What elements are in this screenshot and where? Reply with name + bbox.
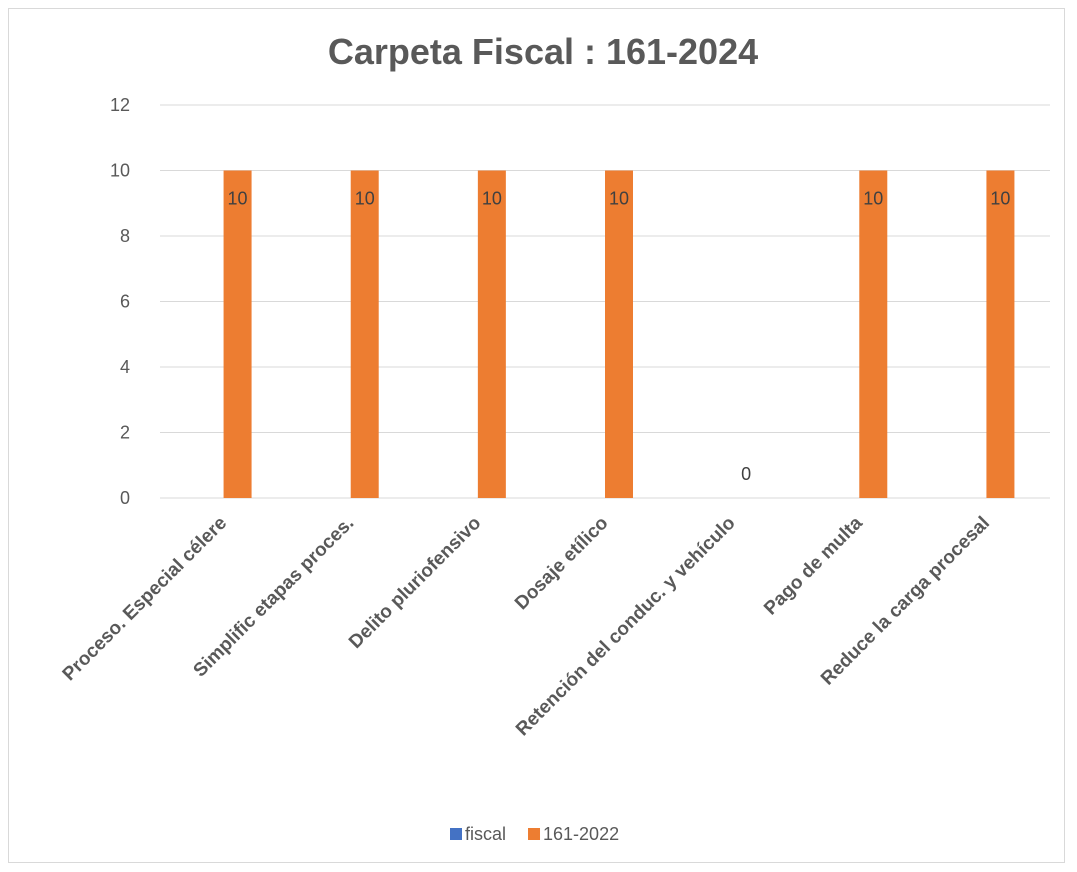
data-label: 10 — [355, 189, 375, 209]
data-label: 10 — [482, 189, 502, 209]
data-label: 10 — [609, 189, 629, 209]
bars — [223, 170, 1015, 498]
data-label: 10 — [863, 189, 883, 209]
bar-161-2022 — [605, 170, 633, 498]
bar-161-2022 — [223, 170, 252, 498]
y-tick-label: 0 — [120, 488, 130, 508]
legend-label: fiscal — [465, 824, 506, 844]
y-tick-label: 8 — [120, 226, 130, 246]
y-tick-label: 6 — [120, 292, 130, 312]
x-category-label: Retención del conduc. y vehículo — [512, 513, 740, 741]
chart-frame — [8, 8, 1065, 863]
y-tick-label: 4 — [120, 357, 130, 377]
x-category-label: Pago de multa — [760, 512, 867, 619]
bar-161-2022 — [350, 170, 379, 498]
x-category-label: Delito pluriofensivo — [345, 513, 485, 653]
data-labels: 10 10 10 10 0 10 10 — [228, 189, 1011, 485]
legend-swatch — [450, 828, 462, 840]
bar-161-2022 — [986, 170, 1015, 498]
legend-label: 161-2022 — [543, 824, 619, 844]
legend-swatch — [528, 828, 541, 840]
data-label: 10 — [228, 189, 248, 209]
chart-title: Carpeta Fiscal : 161-2024 — [328, 31, 758, 72]
x-category-label: Dosaje etílico — [511, 513, 612, 614]
y-tick-label: 10 — [110, 161, 130, 181]
data-label: 10 — [990, 189, 1010, 209]
bar-161-2022 — [477, 170, 506, 498]
y-tick-label: 2 — [120, 423, 130, 443]
y-axis-ticks: 0 2 4 6 8 10 12 — [110, 95, 130, 508]
data-label: 0 — [741, 464, 751, 484]
bar-161-2022 — [859, 170, 888, 498]
legend: fiscal 161-2022 — [450, 824, 619, 844]
y-tick-label: 12 — [110, 95, 130, 115]
